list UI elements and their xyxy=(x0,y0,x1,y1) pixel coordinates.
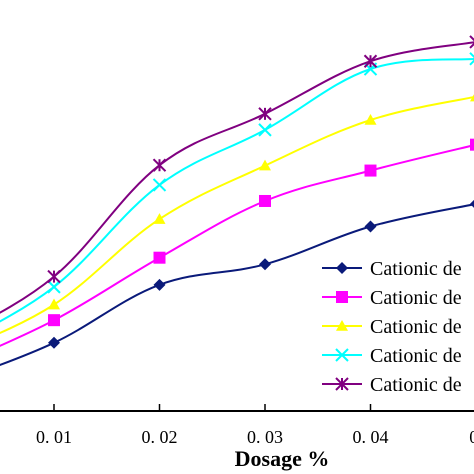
series-5-point-3 xyxy=(152,158,167,172)
legend-label-2: Cationic de xyxy=(370,287,462,309)
series-3-point-6 xyxy=(470,94,474,102)
legend-marker-3 xyxy=(336,320,348,331)
series-1-point-2 xyxy=(48,336,60,349)
series-1-point-5 xyxy=(364,220,377,233)
series-1-point-3 xyxy=(153,278,166,291)
series-line-2 xyxy=(0,144,474,347)
series-3-point-2 xyxy=(48,298,60,310)
series-4-point-2 xyxy=(47,280,61,294)
series-4-point-6 xyxy=(469,52,474,66)
x-tick-label-3: 0. 03 xyxy=(247,427,283,447)
series-1-point-4 xyxy=(259,258,271,271)
legend-label-4: Cationic de xyxy=(370,345,462,367)
series-2-point-6 xyxy=(470,138,474,151)
series-3-point-5 xyxy=(364,114,377,125)
series-3-point-3 xyxy=(153,213,166,224)
x-axis: 0. 01 0. 02 0. 03 0. 04 0. xyxy=(0,404,474,447)
legend-marker-5 xyxy=(335,377,349,391)
legend-marker-2 xyxy=(336,291,348,303)
x-tick-label-4: 0. 04 xyxy=(353,427,389,447)
series-5-point-2 xyxy=(47,269,61,284)
series-2-point-5 xyxy=(364,164,377,177)
series-4-point-3 xyxy=(152,178,167,192)
series-line-5 xyxy=(0,41,474,314)
x-tick-label-2: 0. 02 xyxy=(142,427,178,447)
legend: Cationic de Cationic de Cationic de Cationi… xyxy=(322,258,462,396)
legend-label-1: Cationic de xyxy=(370,258,462,280)
series-3-point-4 xyxy=(259,159,271,171)
series-1-point-6 xyxy=(470,199,474,208)
series-5-point-6 xyxy=(469,35,474,49)
series-line-3 xyxy=(0,95,474,335)
legend-label-3: Cationic de xyxy=(370,316,462,338)
x-tick-label-1: 0. 01 xyxy=(36,427,72,447)
x-axis-title: Dosage % xyxy=(235,446,330,471)
series-4-point-4 xyxy=(258,123,272,137)
series-line-1 xyxy=(0,203,474,367)
legend-label-5: Cationic de xyxy=(370,374,462,396)
plot-area xyxy=(0,35,474,367)
legend-marker-1 xyxy=(336,262,348,274)
series-2-point-2 xyxy=(48,314,60,327)
series-2-point-3 xyxy=(153,251,166,264)
series-5-point-5 xyxy=(363,54,378,68)
series-5-point-4 xyxy=(258,107,272,121)
x-tick-label-5: 0. xyxy=(469,427,474,447)
series-2-point-4 xyxy=(259,194,271,207)
legend-marker-4 xyxy=(335,348,349,362)
